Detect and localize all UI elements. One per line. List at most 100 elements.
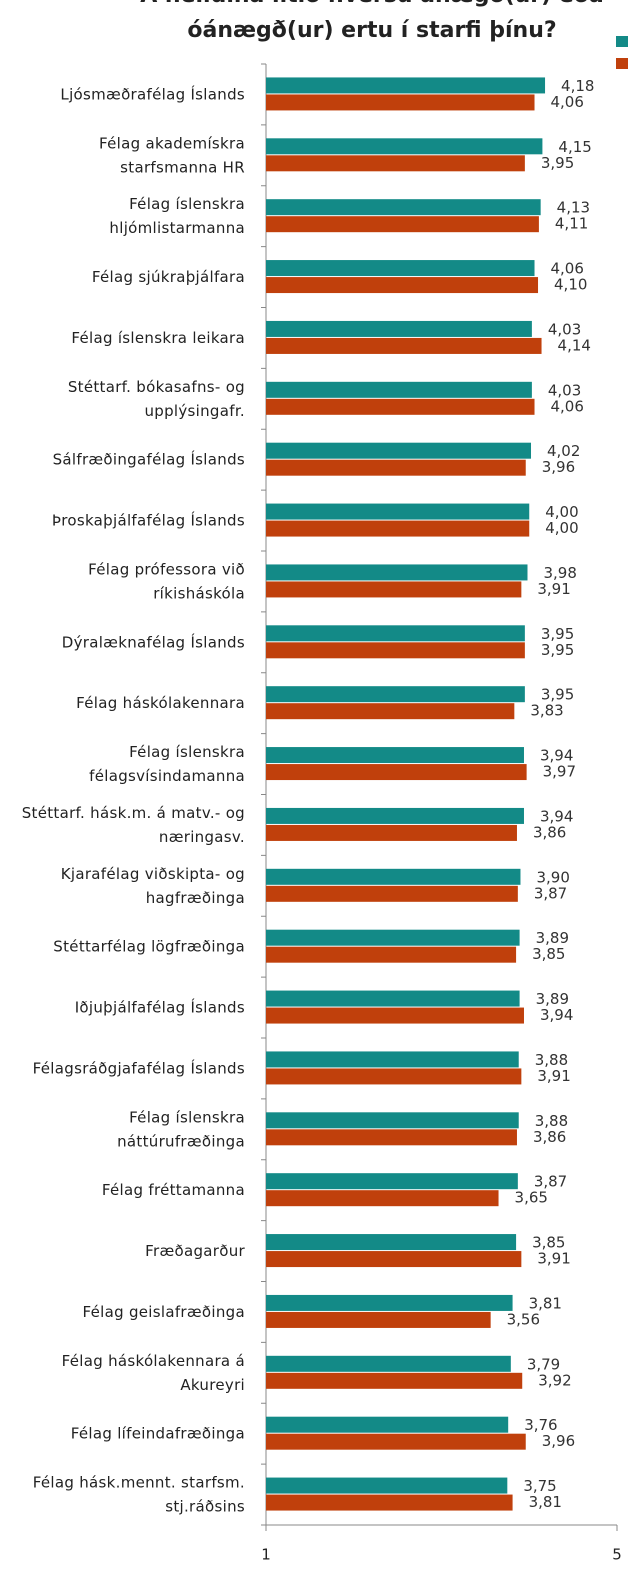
value-label: 3,90 bbox=[536, 868, 569, 886]
value-label: 4,03 bbox=[548, 320, 581, 338]
bar bbox=[266, 1051, 519, 1068]
value-label: 3,95 bbox=[541, 625, 574, 643]
value-label: 3,79 bbox=[527, 1355, 560, 1373]
bar bbox=[266, 503, 530, 520]
category-line: Félag prófessora við bbox=[88, 560, 245, 578]
category-line: Dýralæknafélag Íslands bbox=[62, 632, 245, 651]
category-line: Félag íslenskra bbox=[129, 1108, 245, 1126]
bar bbox=[266, 703, 515, 720]
value-label: 4,00 bbox=[545, 503, 578, 521]
bar bbox=[266, 564, 528, 581]
category-line: stj.ráðsins bbox=[165, 1497, 245, 1515]
category-label: Sálfræðingafélag Íslands bbox=[53, 449, 245, 468]
value-label: 4,11 bbox=[555, 215, 588, 233]
chart-title: Á heildina litið hversu ánægð(ur) eða bbox=[140, 0, 604, 8]
category-line: Félag íslenskra bbox=[129, 743, 245, 761]
value-label: 4,18 bbox=[561, 77, 594, 95]
category-label: Félag hásk.mennt. starfsm. stj.ráðsins bbox=[33, 1473, 245, 1515]
bar bbox=[266, 1494, 513, 1511]
category-line: hagfræðinga bbox=[146, 888, 245, 906]
bar bbox=[266, 807, 524, 824]
bar bbox=[266, 1068, 522, 1085]
bar bbox=[266, 442, 532, 459]
category-label: Félag sjúkraþjálfara bbox=[92, 268, 245, 286]
bar bbox=[266, 216, 539, 233]
category-label: Stéttarfélag lögfræðinga bbox=[53, 937, 245, 955]
value-label: 3,86 bbox=[533, 1128, 566, 1146]
bar bbox=[266, 1112, 519, 1129]
bar bbox=[266, 1007, 524, 1024]
value-label: 4,06 bbox=[551, 260, 584, 278]
bar bbox=[266, 138, 543, 155]
value-label: 4,06 bbox=[551, 397, 584, 415]
category-label: Félag akademískra starfsmanna HR bbox=[99, 134, 245, 176]
value-label: 3,91 bbox=[537, 580, 570, 598]
bar bbox=[266, 1416, 509, 1433]
category-line: Akureyri bbox=[180, 1375, 245, 1393]
bar bbox=[266, 1433, 526, 1450]
bar bbox=[266, 520, 530, 537]
value-label: 3,89 bbox=[536, 929, 569, 947]
value-label: 3,97 bbox=[543, 763, 576, 781]
category-line: ríkisháskóla bbox=[153, 584, 245, 602]
category-label: Félag háskólakennara bbox=[76, 694, 245, 712]
value-label: 3,81 bbox=[529, 1493, 562, 1511]
value-label: 4,03 bbox=[548, 381, 581, 399]
category-line: Félag íslenskra bbox=[129, 195, 245, 213]
category-line: hljómlistarmanna bbox=[109, 219, 245, 237]
bar bbox=[266, 868, 521, 885]
value-label: 3,56 bbox=[507, 1310, 540, 1328]
bar bbox=[266, 581, 522, 598]
category-label: Félag íslenskra leikara bbox=[71, 328, 245, 346]
legend-marker bbox=[616, 36, 628, 47]
category-label: Stéttarf. bókasafns- og upplýsingafr. bbox=[68, 377, 245, 419]
bar bbox=[266, 381, 532, 398]
value-label: 3,96 bbox=[542, 1432, 575, 1450]
category-label: Þroskaþjálfafélag Íslands bbox=[52, 510, 245, 529]
category-label: Félag lífeindafræðinga bbox=[71, 1424, 245, 1442]
bar bbox=[266, 94, 535, 111]
bar bbox=[266, 1372, 523, 1389]
category-label: Félag prófessora við ríkisháskóla bbox=[88, 560, 245, 602]
legend-marker bbox=[616, 58, 628, 69]
category-label: Félag íslenskra félagsvísindamanna bbox=[89, 743, 245, 785]
value-label: 3,95 bbox=[541, 686, 574, 704]
category-label: Fræðagarður bbox=[145, 1242, 245, 1260]
value-label: 3,88 bbox=[535, 1051, 568, 1069]
value-label: 3,96 bbox=[542, 458, 575, 476]
value-label: 3,87 bbox=[534, 884, 567, 902]
bar bbox=[266, 686, 525, 703]
value-label: 4,14 bbox=[558, 336, 591, 354]
category-line: félagsvísindamanna bbox=[89, 767, 245, 785]
category-line: Félag sjúkraþjálfara bbox=[92, 268, 245, 286]
value-label: 3,88 bbox=[535, 1112, 568, 1130]
bar bbox=[266, 320, 532, 337]
category-line: Stéttarf. bókasafns- og bbox=[68, 377, 245, 395]
category-label: Iðjuþjálfafélag Íslands bbox=[75, 997, 245, 1016]
bar bbox=[266, 77, 546, 94]
value-label: 4,13 bbox=[557, 199, 590, 217]
category-line: Félagsráðgjafafélag Íslands bbox=[33, 1058, 245, 1077]
bar bbox=[266, 260, 535, 277]
value-label: 3,94 bbox=[540, 1006, 573, 1024]
value-label: 3,85 bbox=[532, 1234, 565, 1252]
category-line: Ljósmæðrafélag Íslands bbox=[60, 84, 245, 103]
category-line: Félag hásk.mennt. starfsm. bbox=[33, 1473, 245, 1491]
bar bbox=[266, 764, 527, 781]
value-label: 3,94 bbox=[540, 807, 573, 825]
value-label: 4,10 bbox=[554, 276, 587, 294]
bar bbox=[266, 1311, 491, 1328]
category-line: Félag háskólakennara bbox=[76, 694, 245, 712]
bar bbox=[266, 747, 524, 764]
bar bbox=[266, 277, 539, 294]
category-line: upplýsingafr. bbox=[144, 401, 245, 419]
bar bbox=[266, 1355, 511, 1372]
category-line: Fræðagarður bbox=[145, 1242, 245, 1260]
bar bbox=[266, 824, 517, 841]
category-line: Félag lífeindafræðinga bbox=[71, 1424, 245, 1442]
bar bbox=[266, 1129, 517, 1146]
bar bbox=[266, 1234, 517, 1251]
category-label: Stéttarf. hásk.m. á matv.- og næringasv. bbox=[22, 803, 245, 845]
value-label: 4,00 bbox=[545, 519, 578, 537]
bar bbox=[266, 1294, 513, 1311]
